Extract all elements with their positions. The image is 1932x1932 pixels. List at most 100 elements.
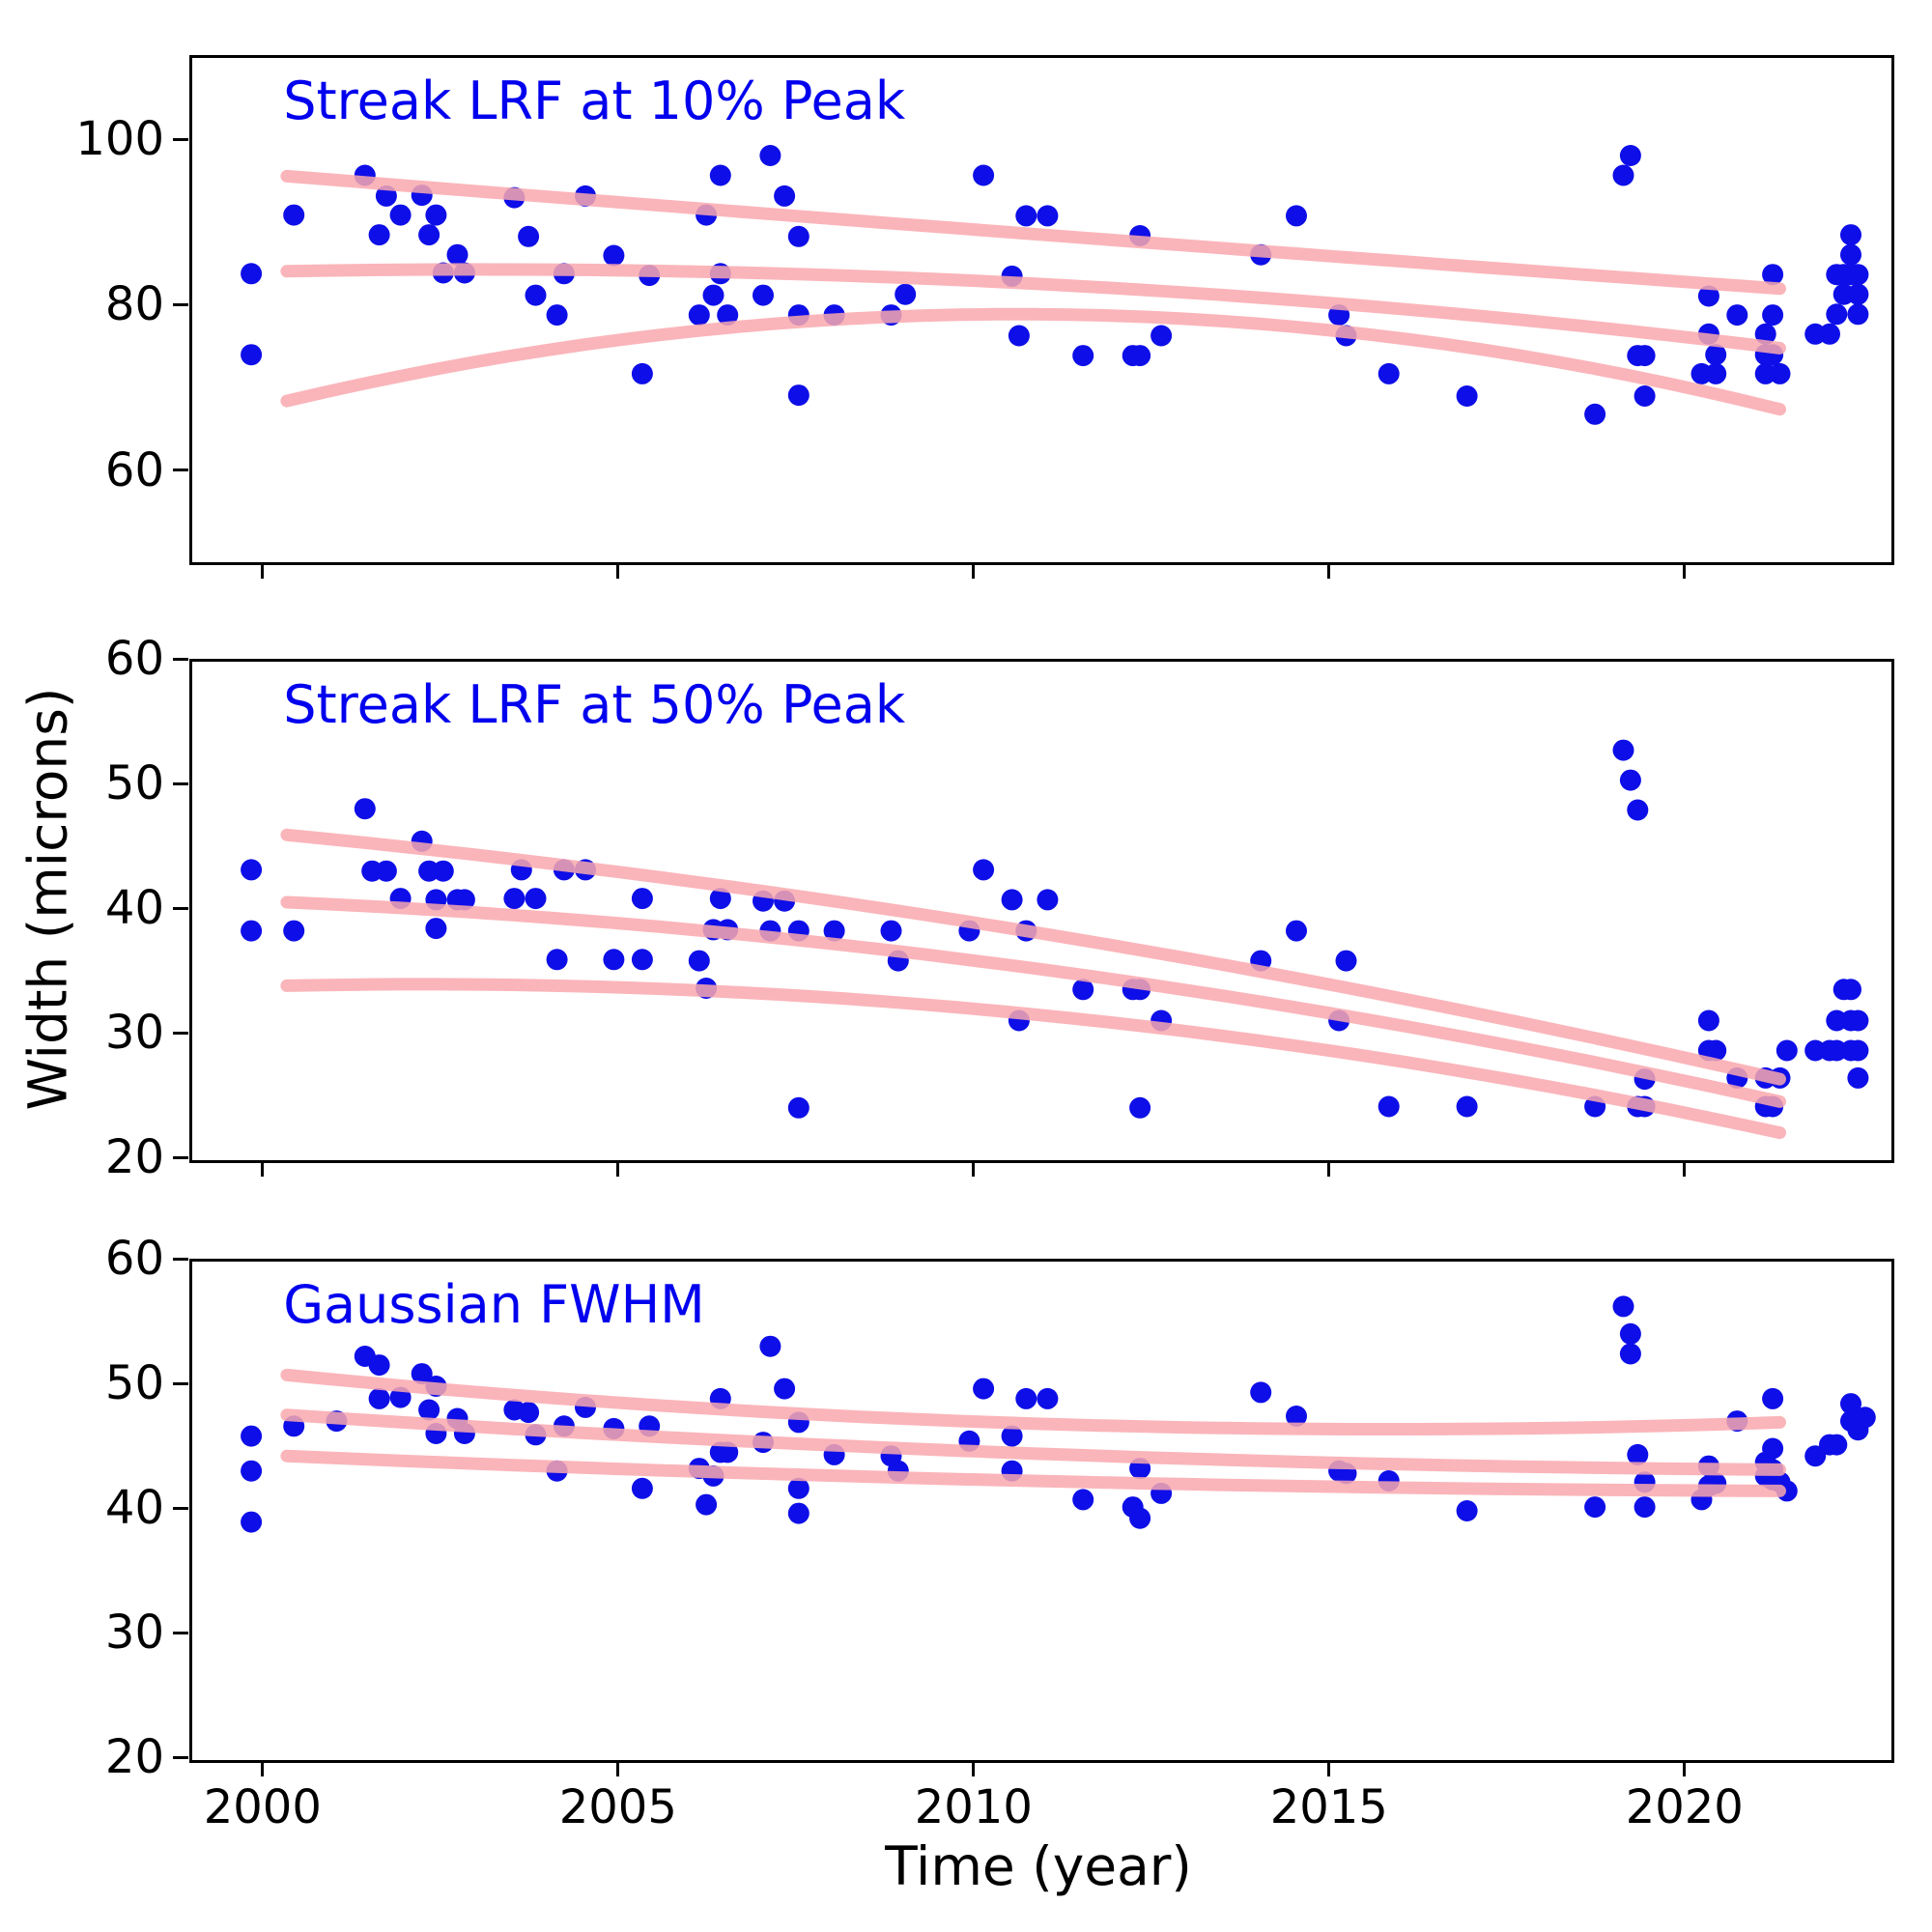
data-point (1847, 1039, 1869, 1062)
y-tick (173, 1506, 188, 1510)
data-point (446, 243, 469, 266)
data-point (432, 860, 454, 882)
y-tick (173, 781, 188, 785)
panel-2: Streak LRF at 50% Peak (189, 659, 1894, 1163)
data-point (241, 263, 263, 285)
x-tick (616, 1761, 620, 1776)
trend-curve (280, 1408, 1786, 1476)
data-point (1705, 1039, 1727, 1062)
data-point (895, 283, 917, 305)
data-point (1037, 889, 1059, 911)
data-point (1619, 769, 1641, 791)
x-tick-label: 2020 (1625, 1780, 1744, 1834)
plot-area (241, 1295, 1876, 1533)
x-tick-label: 2010 (914, 1780, 1033, 1834)
y-tick (173, 1381, 188, 1385)
data-point (973, 164, 995, 186)
data-point (1819, 323, 1840, 345)
data-point (1762, 264, 1784, 286)
data-point (1847, 1066, 1869, 1089)
y-tick-label: 100 (75, 112, 164, 167)
y-tick (173, 302, 188, 306)
data-point (241, 344, 263, 366)
y-tick (173, 657, 188, 661)
data-point (1840, 224, 1861, 246)
data-point (1378, 362, 1400, 384)
data-point (518, 225, 540, 247)
y-tick (173, 137, 188, 141)
data-point (787, 225, 810, 247)
y-tick-label: 40 (104, 881, 164, 935)
x-tick (1683, 563, 1687, 579)
data-point (418, 1399, 440, 1421)
data-point (425, 204, 447, 226)
data-point (1335, 950, 1357, 972)
data-point (283, 920, 305, 942)
y-tick-label: 60 (104, 632, 164, 686)
x-tick (261, 1761, 265, 1776)
data-point (631, 949, 653, 971)
data-point (1769, 362, 1791, 384)
data-point (774, 1378, 796, 1400)
data-point (375, 860, 397, 882)
y-tick-label: 30 (104, 1605, 164, 1660)
data-point (1847, 264, 1869, 286)
x-tick (261, 1161, 265, 1177)
data-point (418, 224, 440, 246)
y-tick-label: 60 (104, 1232, 164, 1286)
data-point (354, 798, 376, 820)
y-tick-label: 50 (104, 1356, 164, 1410)
panel-title: Streak LRF at 50% Peak (283, 674, 906, 735)
data-point (1250, 1381, 1272, 1404)
data-point (1762, 304, 1784, 327)
data-point (1840, 243, 1861, 266)
x-tick (261, 563, 265, 579)
data-point (1001, 889, 1023, 911)
data-point (688, 304, 710, 327)
data-point (241, 920, 263, 942)
x-tick (972, 1161, 976, 1177)
data-point (1037, 1387, 1059, 1409)
data-point (603, 949, 625, 971)
y-tick (173, 1631, 188, 1634)
data-point (709, 888, 731, 910)
data-point (1584, 403, 1606, 425)
x-tick-label: 2015 (1269, 1780, 1388, 1834)
data-point (717, 304, 739, 327)
data-point (1826, 303, 1848, 326)
data-point (1037, 205, 1059, 227)
data-point (759, 145, 781, 166)
data-point (696, 1493, 718, 1516)
data-point (1762, 1387, 1784, 1409)
data-point (1072, 979, 1094, 1001)
data-point (1697, 285, 1719, 307)
y-tick (173, 1155, 188, 1159)
data-point (1286, 920, 1307, 942)
y-tick-label: 20 (104, 1730, 164, 1784)
x-tick (1327, 1761, 1331, 1776)
y-tick (173, 469, 188, 472)
data-point (1854, 1406, 1876, 1429)
data-point (1129, 1507, 1151, 1529)
trend-curve (280, 828, 1786, 1086)
data-point (368, 224, 390, 246)
data-point (753, 284, 774, 306)
data-point (241, 1425, 263, 1447)
data-point (1008, 325, 1030, 347)
data-point (425, 918, 447, 940)
data-point (1754, 323, 1776, 345)
data-point (1705, 344, 1727, 366)
data-point (389, 204, 412, 226)
data-point (546, 304, 568, 327)
y-tick (173, 1755, 188, 1759)
data-point (241, 1460, 263, 1482)
data-point (1634, 345, 1656, 367)
data-point (1840, 979, 1861, 1001)
data-point (1847, 1009, 1869, 1032)
x-tick (616, 1161, 620, 1177)
data-point (1584, 1496, 1606, 1519)
data-point (1847, 283, 1869, 305)
data-point (1762, 1437, 1784, 1460)
data-point (709, 164, 731, 186)
panel-title: Gaussian FWHM (283, 1274, 705, 1335)
